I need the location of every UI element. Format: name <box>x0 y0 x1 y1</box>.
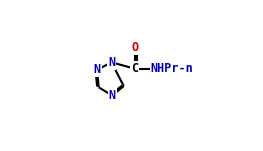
Text: C: C <box>131 62 138 75</box>
Text: N: N <box>108 56 115 69</box>
Text: N: N <box>109 89 116 102</box>
Text: N: N <box>93 63 100 76</box>
Text: O: O <box>131 41 138 54</box>
Text: NHPr-n: NHPr-n <box>150 62 193 75</box>
